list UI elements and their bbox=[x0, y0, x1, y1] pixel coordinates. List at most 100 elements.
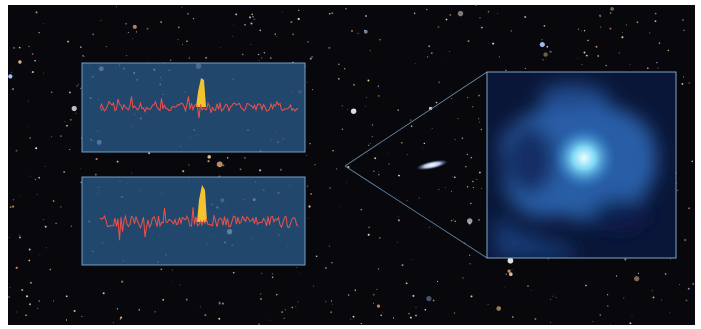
star bbox=[186, 40, 188, 43]
star bbox=[683, 29, 685, 32]
star bbox=[369, 50, 371, 52]
star bbox=[524, 67, 526, 69]
star bbox=[207, 160, 210, 163]
star bbox=[8, 296, 11, 298]
star bbox=[28, 259, 31, 262]
star bbox=[636, 21, 639, 24]
star bbox=[121, 280, 124, 283]
star bbox=[146, 60, 148, 62]
star bbox=[457, 118, 459, 120]
star bbox=[34, 59, 36, 62]
star bbox=[38, 32, 40, 34]
star bbox=[64, 121, 66, 122]
star bbox=[656, 61, 658, 64]
star bbox=[606, 294, 609, 296]
star bbox=[258, 53, 260, 56]
star bbox=[18, 236, 21, 239]
star bbox=[600, 26, 602, 28]
star bbox=[205, 56, 208, 59]
star bbox=[331, 12, 334, 15]
star bbox=[425, 8, 428, 11]
star bbox=[260, 298, 262, 300]
star bbox=[65, 295, 68, 298]
star bbox=[546, 46, 549, 48]
star bbox=[244, 157, 246, 159]
star bbox=[453, 176, 456, 179]
zoom-line bbox=[344, 71, 488, 167]
star bbox=[437, 280, 439, 282]
star bbox=[8, 237, 10, 239]
star bbox=[233, 23, 235, 25]
star bbox=[577, 58, 579, 60]
star bbox=[169, 59, 172, 62]
star bbox=[20, 196, 21, 197]
star bbox=[329, 187, 332, 189]
star bbox=[38, 176, 40, 179]
star bbox=[664, 273, 667, 275]
star bbox=[270, 319, 271, 321]
star bbox=[261, 57, 263, 59]
star bbox=[344, 68, 346, 70]
star bbox=[376, 304, 381, 308]
star bbox=[15, 149, 18, 152]
star bbox=[306, 82, 308, 83]
star bbox=[607, 305, 609, 307]
star bbox=[667, 49, 670, 52]
star bbox=[80, 87, 81, 89]
panel-border bbox=[486, 71, 677, 259]
star bbox=[369, 143, 371, 145]
star bbox=[401, 264, 404, 267]
star bbox=[112, 322, 115, 324]
star bbox=[71, 105, 77, 112]
star bbox=[367, 233, 370, 236]
star bbox=[281, 11, 283, 13]
star bbox=[511, 268, 513, 270]
star bbox=[406, 154, 408, 156]
star bbox=[188, 164, 190, 166]
star bbox=[413, 12, 416, 15]
star bbox=[42, 219, 44, 220]
star bbox=[94, 173, 97, 176]
star bbox=[298, 9, 300, 11]
star bbox=[127, 31, 129, 33]
star bbox=[182, 44, 184, 46]
star bbox=[397, 219, 400, 222]
star bbox=[496, 306, 502, 311]
star bbox=[415, 306, 417, 308]
star bbox=[76, 85, 78, 87]
star bbox=[305, 154, 307, 156]
star bbox=[687, 287, 690, 290]
star bbox=[92, 33, 95, 36]
star bbox=[481, 26, 483, 29]
star bbox=[315, 255, 318, 258]
star bbox=[18, 46, 21, 49]
star bbox=[259, 169, 262, 172]
star bbox=[349, 318, 351, 320]
star bbox=[478, 121, 480, 123]
star bbox=[609, 12, 612, 14]
spectrum bbox=[99, 96, 299, 119]
star bbox=[45, 247, 47, 249]
star bbox=[100, 20, 102, 22]
star bbox=[79, 46, 82, 48]
star bbox=[541, 39, 543, 41]
star bbox=[263, 52, 265, 54]
star bbox=[351, 30, 353, 32]
star bbox=[291, 306, 294, 309]
star bbox=[346, 181, 348, 183]
star bbox=[549, 50, 552, 54]
star bbox=[511, 316, 514, 318]
star bbox=[360, 208, 363, 211]
star bbox=[379, 39, 381, 41]
star bbox=[414, 63, 416, 65]
star bbox=[284, 309, 286, 311]
star bbox=[364, 29, 366, 32]
star bbox=[331, 300, 333, 302]
star bbox=[13, 47, 15, 49]
star bbox=[676, 189, 679, 192]
star bbox=[60, 135, 62, 138]
star bbox=[120, 316, 123, 319]
star bbox=[539, 42, 545, 48]
star bbox=[328, 12, 331, 15]
star bbox=[487, 10, 490, 13]
